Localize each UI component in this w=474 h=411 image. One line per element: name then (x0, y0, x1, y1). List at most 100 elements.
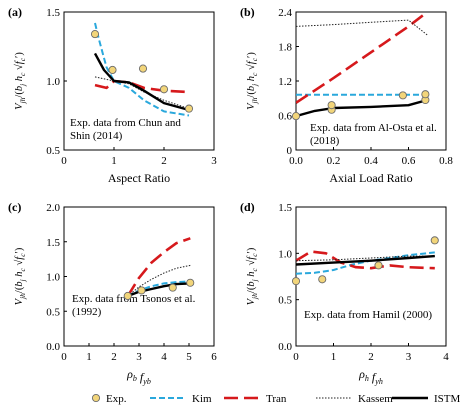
series-line-istm (127, 282, 191, 298)
x-tick-label: 6 (211, 351, 217, 363)
y-tick-label: 1.8 (278, 42, 292, 54)
legend-swatch-marker (91, 393, 101, 403)
y-tick-label: 0.5 (46, 145, 60, 157)
x-tick-label: 0.4 (364, 155, 378, 167)
series-line-kim (94, 22, 190, 117)
plot-frame (295, 206, 447, 347)
panel-b: 0.0 0.2 0.4 0.6 0.8 0 0.6 1.2 1.8 2.4 (b) Axial Loa… (240, 5, 453, 185)
series-line-istm (296, 254, 435, 266)
x-tick-label: 5 (186, 351, 192, 363)
series-group (296, 12, 429, 118)
y-tick-label: 2.4 (278, 7, 292, 19)
y-tick-label: 0.5 (278, 295, 292, 307)
y-axis-label: Vjh/(bj hc √fc′) (245, 247, 259, 305)
x-tick-label: 4 (161, 351, 167, 363)
y-tick-label: 1.5 (46, 237, 60, 249)
series-line-tran (296, 12, 429, 104)
exp-data-point (137, 286, 146, 295)
series-line-tran (296, 250, 435, 270)
x-axis-label: Axial Load Ratio (329, 171, 412, 185)
x-tick-label: 0.8 (439, 155, 453, 167)
series-group (126, 237, 191, 298)
x-tick-label: 1 (331, 351, 337, 363)
panel-letter: (a) (8, 5, 22, 19)
series-line-kassem (296, 255, 435, 262)
x-tick-label: 1 (111, 155, 117, 167)
annotation-line: Exp. data from Hamil (2000) (304, 309, 432, 321)
y-tick-label: 2.0 (46, 202, 60, 214)
legend-label: Exp. (106, 393, 127, 405)
legend-item-tran: Tran (224, 393, 287, 405)
x-tick-label: 2 (111, 351, 117, 363)
y-tick-label: 0.6 (278, 111, 292, 123)
x-tick-label: 1 (86, 351, 92, 363)
x-tick-label: 3 (406, 351, 412, 363)
x-tick-label: 0.6 (402, 155, 416, 167)
legend-item-exp: Exp. (91, 393, 127, 405)
x-tick-label: 2 (368, 351, 374, 363)
panel-letter: (b) (240, 5, 255, 19)
y-tick-label: 0.5 (46, 306, 60, 318)
series-line-kassem (296, 19, 428, 36)
y-axis-label: Vjh/(bj hc √fc′) (13, 247, 27, 305)
series-line-kassem (94, 76, 190, 110)
exp-data-point (374, 261, 383, 270)
panel-letter: (d) (240, 200, 255, 214)
x-tick-label: 0.0 (289, 155, 303, 167)
series-line-kassem (127, 264, 191, 297)
x-tick-label: 0 (293, 351, 299, 363)
exp-data-point (291, 277, 301, 286)
panel-a: 0 1 2 3 0.5 1.0 1.5 (a) Aspect Ratio Vjh/(bj hc √… (8, 5, 217, 185)
legend-item-kim: Kim (150, 393, 212, 405)
exp-data-point (318, 275, 327, 284)
legend: Exp. Kim Tran Kassem ISTM (91, 393, 461, 405)
exp-data-point (90, 30, 100, 39)
annotation-line: Exp. data from Tsonos et al. (72, 293, 196, 305)
y-tick-label: 0 (287, 145, 293, 157)
exp-data-point (168, 283, 177, 292)
y-tick-label: 1.0 (278, 248, 292, 260)
exp-data-point (291, 112, 301, 121)
exp-data-point (186, 278, 195, 287)
legend-item-kassem: Kassem (316, 393, 393, 405)
exp-data-point (184, 104, 194, 113)
exp-data-point (159, 85, 169, 94)
y-axis-label: Vjh/(bj hc √fc′) (245, 52, 259, 110)
x-axis-label: Aspect Ratio (108, 171, 170, 185)
x-axis-label: ρh fyh (358, 367, 383, 386)
panel-c: 0 1 2 3 4 5 6 0.0 0.5 1.0 1.5 2.0 (c) ρb fyb Vjh/(bj h… (8, 200, 217, 386)
exp-data-point (430, 236, 439, 245)
panel-letter: (c) (8, 200, 21, 214)
annotation-line: Shin (2014) (70, 130, 123, 142)
series-line-istm (296, 98, 428, 118)
legend-label: ISTM (434, 393, 461, 405)
legend-item-istm: ISTM (392, 393, 461, 405)
x-tick-label: 3 (136, 351, 142, 363)
exp-data-point (108, 65, 117, 75)
y-tick-label: 1.0 (46, 272, 60, 284)
annotation-line: (2018) (310, 135, 340, 147)
x-tick-label: 0.2 (327, 155, 341, 167)
y-tick-label: 1.5 (46, 7, 60, 19)
annotation-line: Exp. data from Chun and (70, 117, 181, 129)
panels: 0 1 2 3 0.5 1.0 1.5 (a) Aspect Ratio Vjh/(bj hc √… (8, 5, 453, 386)
x-axis-label: ρb fyb (126, 367, 151, 386)
y-tick-label: 1.0 (46, 76, 60, 88)
exp-data-point (138, 64, 148, 73)
y-tick-label: 1.5 (278, 202, 292, 214)
exp-data-point (421, 90, 430, 99)
y-tick-label: 0.0 (46, 341, 60, 353)
legend-label: Tran (266, 393, 287, 405)
legend-label: Kim (192, 393, 212, 405)
series-group (296, 250, 435, 275)
y-tick-label: 1.2 (278, 76, 292, 88)
annotation-line: (1992) (72, 306, 102, 318)
x-tick-label: 0 (61, 351, 67, 363)
x-tick-label: 0 (61, 155, 67, 167)
legend-label: Kassem (358, 393, 393, 405)
series-line-tran (126, 237, 191, 297)
x-tick-label: 4 (443, 351, 449, 363)
panel-d: 0 1 2 3 4 0.0 0.5 1.0 1.5 (d) ρh fyh Vjh/(bj hc √fc… (240, 200, 449, 386)
